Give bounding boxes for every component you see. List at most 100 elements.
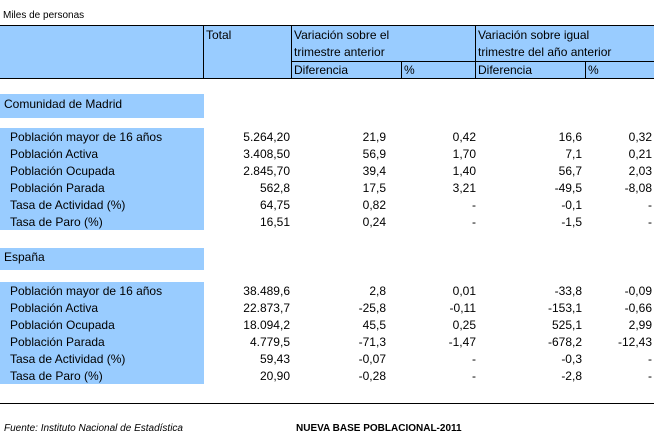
cell-pct-trim: -1,47 — [448, 335, 476, 349]
cell-pct-trim: 0,42 — [452, 130, 476, 144]
row-label: Tasa de Actividad (%) — [10, 198, 126, 212]
cell-total: 22.873,7 — [243, 301, 290, 315]
cell-pct-anio: 2,99 — [628, 318, 652, 332]
cell-pct-anio: - — [648, 352, 652, 366]
cell-dif-anio: -1,5 — [561, 215, 582, 229]
cell-dif-anio: 7,1 — [565, 147, 582, 161]
cell-pct-trim: 1,70 — [452, 147, 476, 161]
table-row: Población mayor de 16 años 5.264,20 21,9 0,… — [0, 129, 654, 146]
table-row: Población Activa 22.873,7 -25,8 -0,11 -153,1… — [0, 300, 654, 317]
row-label: Población Parada — [10, 181, 105, 195]
row-label: Población mayor de 16 años — [10, 130, 163, 144]
cell-pct-anio: -8,08 — [624, 181, 652, 195]
cell-dif-anio: 56,7 — [558, 164, 582, 178]
cell-dif-trim: 45,5 — [362, 318, 386, 332]
cell-dif-anio: -0,3 — [561, 352, 582, 366]
subheader-rule — [292, 61, 654, 62]
cell-pct-anio: - — [648, 369, 652, 383]
cell-dif-anio: 525,1 — [551, 318, 582, 332]
cell-pct-trim: -0,11 — [449, 301, 476, 315]
header-pct-trim: % — [404, 63, 415, 77]
cell-total: 5.264,20 — [243, 130, 290, 144]
cell-dif-trim: -71,3 — [358, 335, 386, 349]
cell-dif-trim: -0,07 — [358, 352, 386, 366]
table-row: Tasa de Actividad (%) 64,75 0,82 - -0,1 - — [0, 197, 654, 214]
header-diferencia-trim: Diferencia — [294, 63, 349, 77]
col-divider-anio — [475, 25, 476, 79]
footer-note: NUEVA BASE POBLACIONAL-2011 — [296, 423, 462, 434]
cell-total: 59,43 — [259, 352, 290, 366]
cell-pct-trim: 0,25 — [452, 318, 476, 332]
row-label: Tasa de Paro (%) — [10, 215, 103, 229]
cell-dif-anio: -49,5 — [554, 181, 582, 195]
cell-dif-anio: 16,6 — [558, 130, 582, 144]
row-label: Tasa de Paro (%) — [10, 369, 103, 383]
cell-dif-trim: 17,5 — [362, 181, 386, 195]
cell-pct-anio: 2,03 — [628, 164, 652, 178]
cell-dif-anio: -678,2 — [547, 335, 582, 349]
row-label: Población Ocupada — [10, 164, 115, 178]
cell-pct-anio: -0,66 — [624, 301, 652, 315]
table-row: Tasa de Actividad (%) 59,43 -0,07 - -0,3 - — [0, 351, 654, 368]
section-title-madrid: Comunidad de Madrid — [4, 97, 123, 111]
table-row: Población Ocupada 2.845,70 39,4 1,40 56,7 2,0… — [0, 163, 654, 180]
cell-total: 2.845,70 — [243, 164, 290, 178]
cell-dif-trim: 0,82 — [362, 198, 386, 212]
cell-pct-anio: -0,09 — [624, 284, 652, 298]
footer-rule — [0, 403, 654, 404]
cell-total: 38.489,6 — [243, 284, 290, 298]
cell-total: 18.094,2 — [243, 318, 290, 332]
row-label: Población Activa — [10, 147, 99, 161]
cell-pct-trim: 3,21 — [452, 181, 476, 195]
rows-band-espana — [0, 282, 204, 384]
cell-total: 64,75 — [259, 198, 290, 212]
cell-pct-anio: - — [648, 215, 652, 229]
cell-pct-trim: 0,01 — [452, 284, 476, 298]
cell-pct-anio: - — [648, 198, 652, 212]
cell-total: 20,90 — [259, 369, 290, 383]
table-row: Población mayor de 16 años 38.489,6 2,8 0,0… — [0, 283, 654, 300]
section-band-espana — [0, 248, 204, 270]
cell-total: 16,51 — [259, 215, 290, 229]
cell-dif-anio: -2,8 — [561, 369, 582, 383]
cell-total: 4.779,5 — [249, 335, 290, 349]
cell-dif-trim: -0,28 — [358, 369, 386, 383]
cell-dif-trim: 21,9 — [362, 130, 386, 144]
cell-dif-anio: -153,1 — [547, 301, 582, 315]
cell-pct-trim: 1,40 — [452, 164, 476, 178]
footer-source: Fuente: Instituto Nacional de Estadístic… — [4, 423, 183, 434]
cell-pct-trim: - — [472, 215, 476, 229]
cell-pct-trim: - — [472, 198, 476, 212]
header-var-anio-line2: trimestre del año anterior — [478, 45, 612, 59]
units-label: Miles de personas — [3, 10, 85, 21]
table-row: Población Parada 4.779,5 -71,3 -1,47 -678,2 -… — [0, 334, 654, 351]
table-header — [0, 26, 654, 79]
cell-total: 562,8 — [259, 181, 290, 195]
table-row: Población Ocupada 18.094,2 45,5 0,25 525,1 2,… — [0, 317, 654, 334]
cell-pct-trim: - — [472, 352, 476, 366]
cell-total: 3.408,50 — [243, 147, 290, 161]
section-title-espana: España — [4, 250, 45, 264]
cell-dif-trim: -25,8 — [358, 301, 386, 315]
cell-pct-anio: 0,32 — [628, 130, 652, 144]
col-divider-pct-trim — [401, 61, 402, 79]
cell-dif-trim: 56,9 — [362, 147, 386, 161]
header-pct-anio: % — [588, 63, 599, 77]
cell-dif-anio: -33,8 — [554, 284, 582, 298]
row-label: Tasa de Actividad (%) — [10, 352, 126, 366]
cell-dif-trim: 0,24 — [362, 215, 386, 229]
header-var-trim-line2: trimestre anterior — [294, 45, 385, 59]
header-var-trim-line1: Variación sobre el — [294, 28, 390, 42]
section-band-madrid — [0, 94, 204, 118]
row-label: Población Parada — [10, 335, 105, 349]
row-label: Población Activa — [10, 301, 99, 315]
table-row: Tasa de Paro (%) 20,90 -0,28 - -2,8 - — [0, 368, 654, 385]
table-row: Población Activa 3.408,50 56,9 1,70 7,1 0,21 — [0, 146, 654, 163]
rows-band-madrid — [0, 128, 204, 230]
table-row: Tasa de Paro (%) 16,51 0,24 - -1,5 - — [0, 214, 654, 231]
header-top-rule — [0, 25, 654, 26]
cell-dif-anio: -0,1 — [561, 198, 582, 212]
cell-pct-trim: - — [472, 369, 476, 383]
col-divider-pct-anio — [585, 61, 586, 79]
table-row: Población Parada 562,8 17,5 3,21 -49,5 -8,08 — [0, 180, 654, 197]
